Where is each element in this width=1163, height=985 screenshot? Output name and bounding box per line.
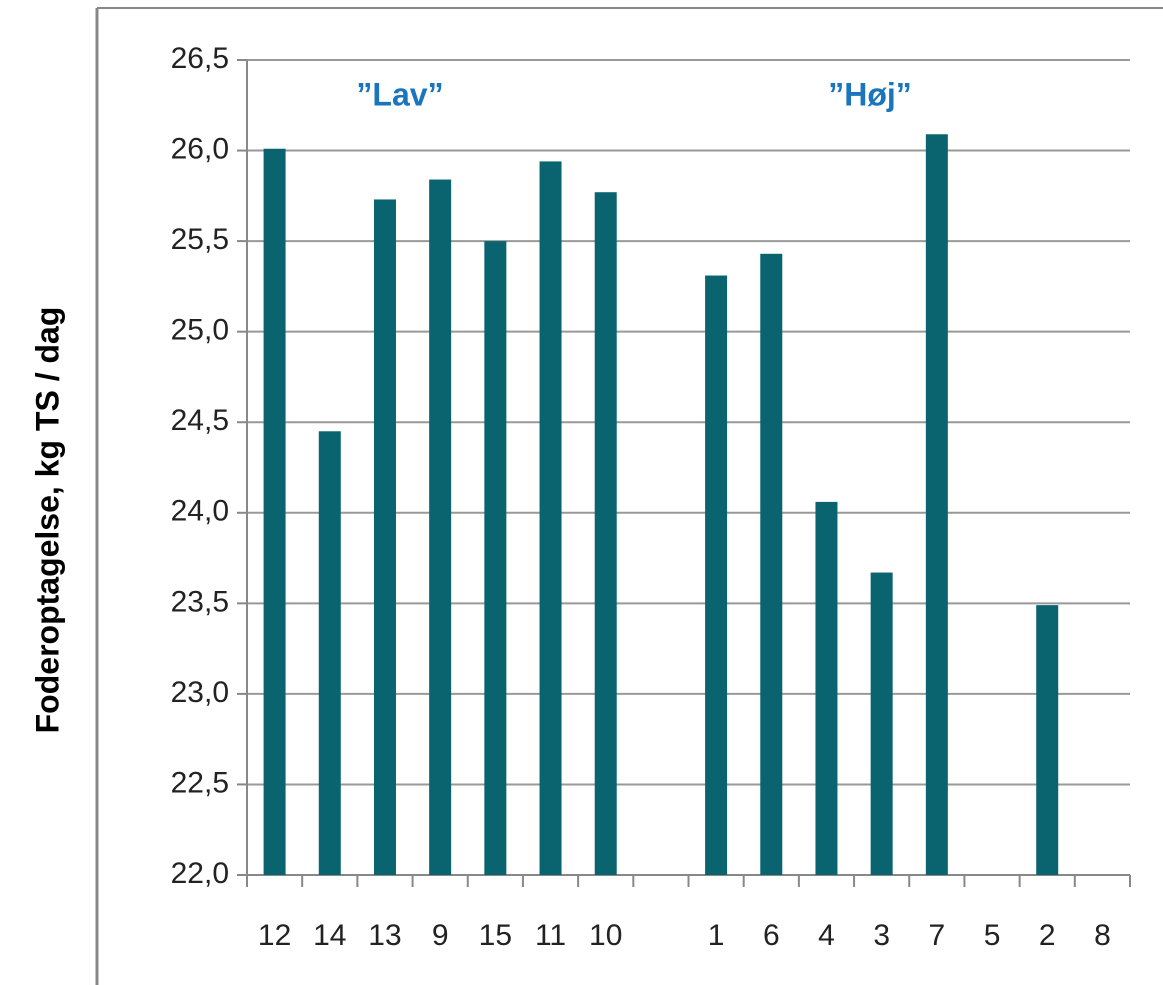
x-tick-label: 8	[1094, 919, 1111, 952]
x-tick-label: 1	[708, 919, 725, 952]
bar	[1036, 605, 1059, 875]
x-tick-label: 7	[929, 919, 946, 952]
x-tick-label: 4	[818, 919, 835, 952]
annotation: ”Høj”	[828, 76, 912, 112]
x-tick-label: 14	[313, 919, 346, 952]
x-tick-label: 5	[984, 919, 1001, 952]
y-tick-label: 25,5	[171, 223, 229, 256]
x-tick-label: 15	[479, 919, 512, 952]
y-tick-label: 23,5	[171, 585, 229, 618]
y-tick-label: 24,0	[171, 495, 229, 528]
bar	[705, 275, 728, 875]
bar	[263, 148, 286, 875]
y-tick-label: 23,0	[171, 676, 229, 709]
x-tick-label: 3	[873, 919, 890, 952]
bar	[484, 241, 507, 876]
x-tick-label: 11	[535, 919, 566, 952]
x-tick-label: 10	[589, 919, 622, 952]
bar	[925, 134, 948, 875]
x-tick-label: 9	[432, 919, 449, 952]
bar	[815, 501, 838, 875]
y-axis-label: Foderoptagelse, kg TS / dag	[29, 307, 65, 734]
x-tick-label: 12	[258, 919, 291, 952]
x-tick-label: 13	[368, 919, 401, 952]
y-tick-label: 22,5	[171, 766, 229, 799]
bar	[373, 199, 396, 875]
bar	[594, 192, 617, 875]
bar	[539, 161, 562, 875]
bar	[760, 253, 783, 876]
y-tick-label: 22,0	[171, 857, 229, 890]
y-tick-label: 26,5	[171, 42, 229, 75]
y-tick-label: 24,5	[171, 404, 229, 437]
y-tick-label: 25,0	[171, 314, 229, 347]
bar	[870, 572, 893, 875]
bar	[318, 431, 341, 875]
x-tick-label: 6	[763, 919, 780, 952]
x-tick-label: 2	[1039, 919, 1056, 952]
y-tick-label: 26,0	[171, 132, 229, 165]
annotation: ”Lav”	[356, 76, 443, 112]
bar	[429, 179, 452, 876]
